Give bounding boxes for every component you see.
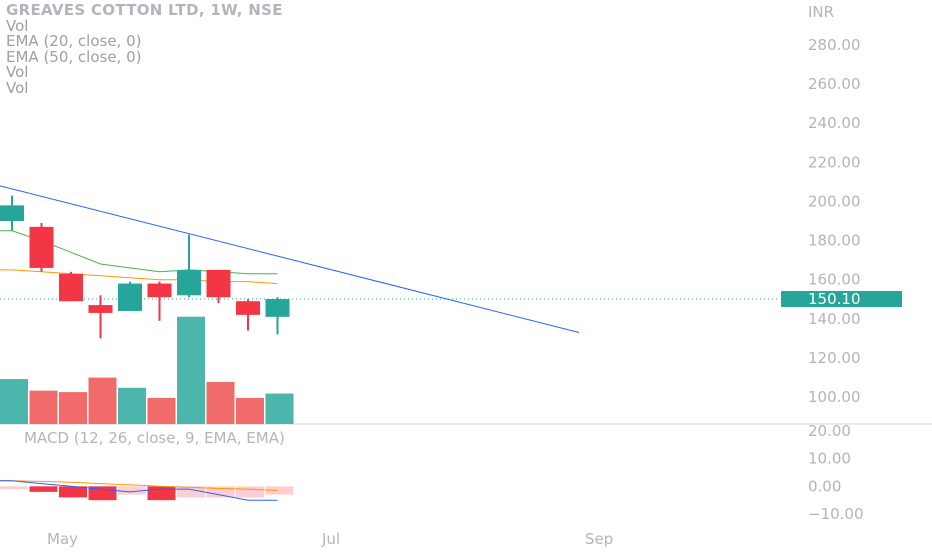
legend-line-vol-2[interactable]: Vol: [6, 63, 29, 81]
price-tick-label: 160.00: [808, 271, 861, 289]
macd-histogram-bar: [29, 486, 58, 492]
last-price-label: 150.10: [808, 290, 861, 308]
macd-tick-label: 20.00: [808, 422, 851, 440]
legend-line-ema20[interactable]: EMA (20, close, 0): [6, 32, 142, 50]
macd-histogram-bar: [0, 486, 28, 490]
macd-histogram-bar: [265, 486, 294, 495]
legend-line-ema50[interactable]: EMA (50, close, 0): [6, 47, 142, 66]
candle-body: [88, 305, 113, 313]
legend-line-vol[interactable]: Vol: [6, 16, 29, 35]
price-tick-label: 220.00: [808, 153, 861, 171]
volume-bar: [118, 387, 146, 424]
candle-body: [29, 226, 54, 268]
volume-bar: [177, 316, 205, 424]
volume-bar: [0, 379, 28, 424]
candle-body: [59, 273, 83, 302]
candle-body: [0, 205, 24, 221]
time-axis-label: Sep: [585, 530, 613, 548]
volume-bar: [29, 390, 58, 424]
volume-bar: [147, 397, 176, 424]
macd-signal-line: [0, 480, 278, 491]
candle-body: [206, 269, 231, 298]
price-tick-label: 280.00: [808, 36, 861, 54]
currency-label: INR: [808, 3, 835, 21]
price-tick-label: 140.00: [808, 310, 861, 328]
price-tick-label: 240.00: [808, 114, 861, 132]
macd-tick-label: −10.00: [808, 505, 864, 523]
candle-body: [118, 283, 142, 311]
last-price-badge: [781, 291, 902, 308]
candle-body: [177, 269, 201, 296]
macd-histogram-bar: [177, 486, 205, 498]
price-tick-label: 120.00: [808, 349, 861, 367]
macd-histogram-bar: [236, 486, 264, 498]
macd-histogram-bar: [206, 486, 235, 498]
trendline: [0, 185, 580, 333]
volume-bar: [59, 392, 87, 424]
candle-body: [265, 299, 290, 317]
price-tick-label: 180.00: [808, 232, 861, 250]
volume-bar: [265, 393, 294, 424]
candle-body: [147, 283, 172, 298]
time-axis-label: May: [47, 530, 78, 548]
chart-legend: GREAVES COTTON LTD, 1W, NSE Vol EMA (20,…: [6, 1, 283, 97]
macd-tick-label: 10.00: [808, 450, 851, 468]
candle-body: [236, 301, 260, 315]
time-axis-label: Jul: [321, 530, 340, 548]
macd-histogram-bar: [147, 486, 176, 501]
volume-bar: [88, 377, 117, 424]
macd-pane-label[interactable]: MACD (12, 26, close, 9, EMA, EMA): [24, 429, 285, 447]
ema50-line: [0, 269, 278, 285]
symbol-title[interactable]: GREAVES COTTON LTD, 1W, NSE: [6, 1, 283, 19]
volume-bar: [206, 381, 235, 424]
macd-histogram-bar: [59, 486, 87, 498]
price-tick-label: 200.00: [808, 192, 861, 210]
volume-bar: [236, 397, 264, 424]
macd-tick-label: 0.00: [808, 477, 841, 495]
price-tick-label: 260.00: [808, 75, 861, 93]
price-tick-label: 100.00: [808, 388, 861, 406]
macd-histogram-bar: [118, 486, 146, 495]
macd-line: [0, 480, 278, 501]
legend-line-vol-3[interactable]: Vol: [6, 78, 29, 97]
